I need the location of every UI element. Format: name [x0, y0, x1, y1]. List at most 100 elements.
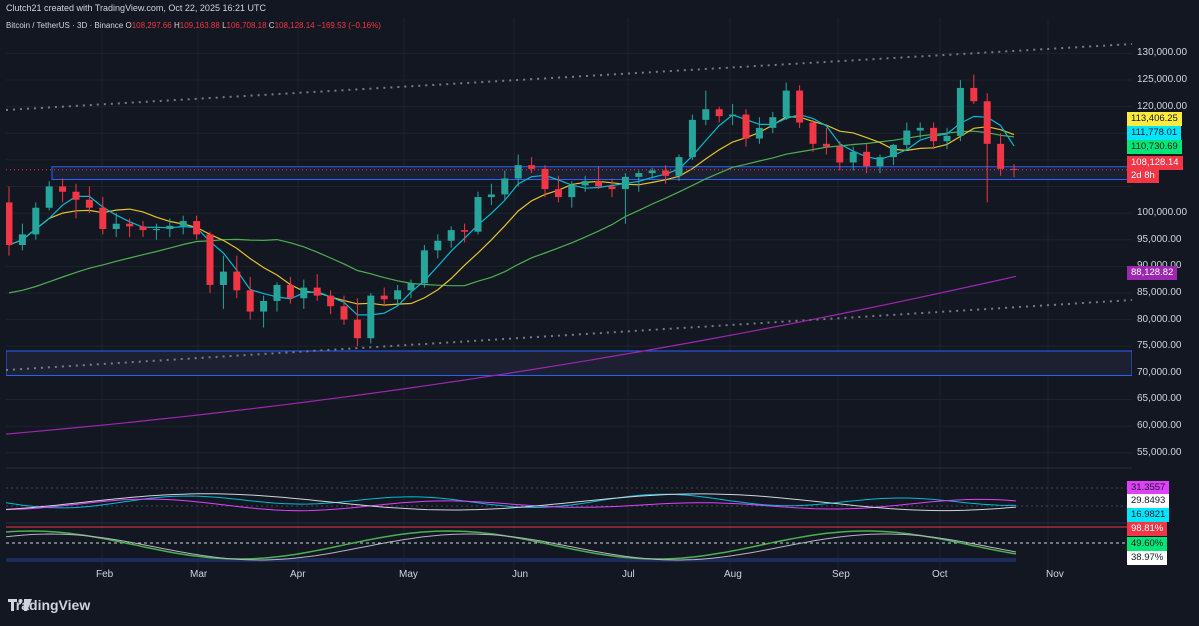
candle-body — [568, 185, 576, 198]
candle-body — [501, 178, 509, 195]
candle-body — [126, 223, 134, 227]
candle-body — [889, 144, 897, 158]
ma-fast-line — [8, 113, 1015, 316]
candle-body — [407, 283, 415, 291]
open-label: O — [125, 21, 132, 30]
symbol-label: Bitcoin / TetherUS · 3D · Binance — [6, 21, 124, 30]
price-tick-label: 125,000.00 — [1137, 73, 1188, 85]
ma-long-line — [6, 275, 1017, 435]
candle-body — [139, 226, 147, 231]
candle-body — [233, 271, 241, 291]
candle-body — [581, 181, 589, 186]
ma-mid-line — [8, 116, 1015, 306]
candle-body — [662, 170, 670, 176]
candle-body — [394, 290, 402, 300]
candle-body — [635, 173, 643, 177]
oscillator-tag: 16.9821 — [1127, 508, 1170, 522]
candle-body — [715, 109, 723, 117]
candle-body — [675, 157, 683, 176]
price-tick-label: 100,000.00 — [1137, 207, 1188, 219]
price-tick-label: 75,000.00 — [1137, 340, 1182, 352]
price-tick-label: 55,000.00 — [1137, 446, 1182, 458]
open-value: 108,297.66 — [131, 21, 172, 30]
chart-area[interactable] — [6, 18, 1132, 586]
time-tick-label: May — [399, 569, 418, 580]
candle-body — [380, 295, 388, 300]
candle-body — [608, 186, 616, 190]
time-tick-label: Feb — [96, 569, 114, 580]
candle-body — [822, 143, 830, 147]
candle-body — [85, 199, 93, 208]
candle-body — [702, 109, 710, 120]
candle-body — [193, 221, 201, 235]
candle-body — [300, 287, 308, 299]
price-tag: 2d 8h — [1127, 169, 1159, 183]
osc-minus-di-line — [6, 498, 1017, 512]
osc-adx-line — [6, 493, 1017, 512]
candle-body — [18, 234, 26, 246]
candle-body — [742, 114, 750, 139]
osc-plus-di-line — [6, 493, 1016, 509]
candle-body — [286, 284, 294, 299]
candle-body — [461, 230, 469, 232]
candle-body — [782, 90, 790, 118]
candle-body — [863, 151, 871, 167]
candle-body — [514, 165, 522, 179]
resistance-zone-band — [51, 166, 1132, 181]
candle-body — [809, 122, 817, 144]
candle-body — [769, 117, 777, 128]
low-label: L — [222, 21, 227, 30]
price-tick-label: 95,000.00 — [1137, 233, 1182, 245]
candle-body — [260, 300, 268, 312]
time-tick-label: Nov — [1046, 569, 1064, 580]
oscillator-tag: 98.81% — [1127, 522, 1168, 536]
candle-body — [528, 165, 536, 169]
candle-body — [152, 229, 160, 231]
channel-upper-line — [6, 43, 1132, 111]
candle-body — [755, 127, 763, 139]
candle-body — [836, 146, 844, 163]
time-tick-label: Oct — [932, 569, 948, 580]
candle-body — [32, 207, 40, 235]
candle-body — [179, 221, 187, 226]
price-tag: 111,778.01 — [1127, 126, 1182, 140]
price-tag: 88,128.82 — [1127, 266, 1178, 280]
candle-body — [916, 127, 924, 131]
candle-body — [72, 191, 80, 200]
price-tick-label: 60,000.00 — [1137, 420, 1182, 432]
price-chart[interactable] — [6, 18, 1132, 586]
credit-text: Clutch21 created with TradingView.com, O… — [6, 3, 266, 13]
high-value: 109,163.88 — [179, 21, 220, 30]
price-tick-label: 120,000.00 — [1137, 100, 1188, 112]
candle-body — [6, 202, 13, 246]
time-tick-label: Jun — [512, 569, 529, 580]
ma-slow-line — [8, 130, 1015, 294]
candle-body — [648, 170, 656, 174]
price-tick-label: 85,000.00 — [1137, 286, 1182, 298]
time-tick-label: Jul — [622, 569, 635, 580]
candle-body — [621, 176, 629, 190]
oversold-fill — [6, 558, 1016, 562]
candle-body — [903, 130, 911, 145]
candle-body — [541, 168, 549, 190]
oscillator-tag: 31.3557 — [1127, 481, 1170, 495]
candle-body — [943, 135, 951, 142]
oscillator-tag: 49.60% — [1127, 537, 1168, 551]
candle-body — [983, 101, 991, 144]
candle-body — [273, 284, 281, 301]
candle-body — [487, 194, 495, 198]
footer-bar — [0, 586, 1199, 626]
time-tick-label: Mar — [190, 569, 208, 580]
price-tick-label: 65,000.00 — [1137, 393, 1182, 405]
price-tag: 110,730.69 — [1127, 140, 1182, 154]
candle-body — [956, 87, 964, 136]
candle-body — [595, 181, 603, 187]
candle-body — [997, 143, 1005, 169]
candle-body — [554, 189, 562, 198]
candle-body — [434, 240, 442, 251]
time-tick-label: Aug — [724, 569, 742, 580]
change-value: −169.53 (−0.16%) — [316, 21, 381, 30]
tradingview-logo[interactable]: TradingView — [8, 597, 90, 613]
candle-body — [474, 197, 482, 232]
candle-body — [367, 295, 375, 339]
